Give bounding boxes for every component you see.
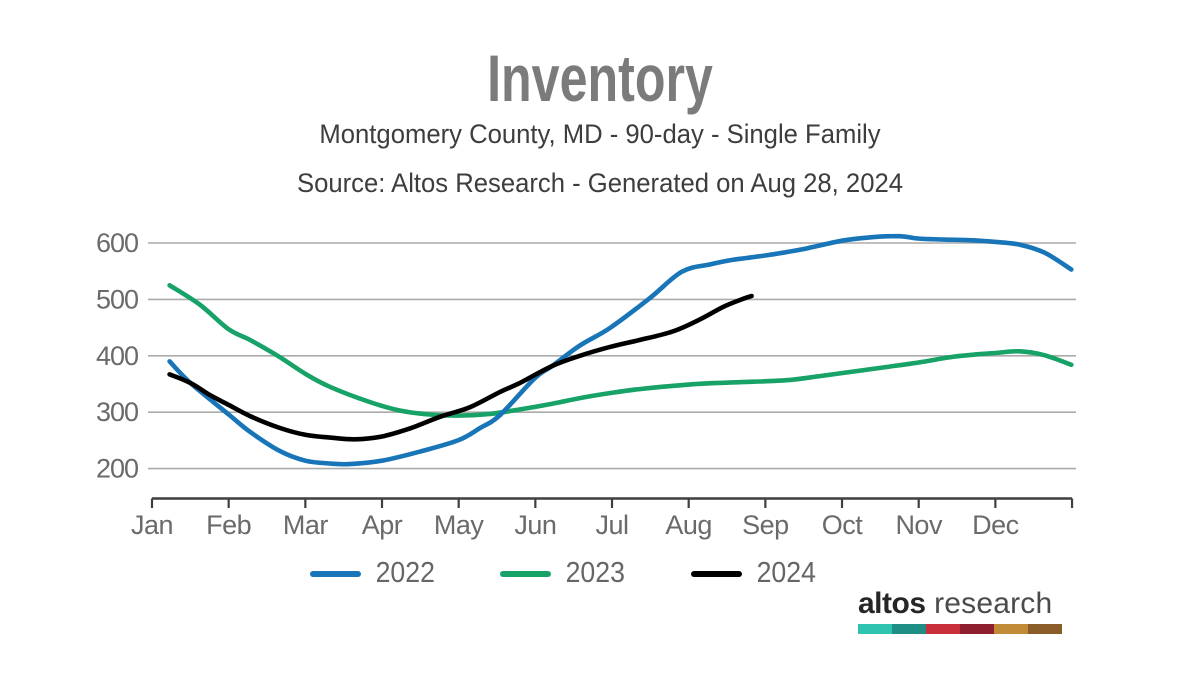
- legend-item-2023: 2023: [500, 557, 628, 590]
- logo-bar-segment-1: [858, 624, 892, 634]
- y-axis-label-400: 400: [96, 341, 138, 371]
- y-axis-label-600: 600: [96, 228, 138, 258]
- y-axis-label-500: 500: [96, 284, 138, 314]
- altos-research-logo: altos research: [858, 589, 1062, 634]
- logo-wordmark: altos research: [858, 589, 1062, 619]
- legend-swatch-2023: [500, 570, 552, 577]
- x-axis-label-oct: Oct: [822, 510, 864, 540]
- chart-subtitle: Montgomery County, MD - 90-day - Single …: [319, 119, 881, 149]
- chart-source-note: Source: Altos Research - Generated on Au…: [296, 168, 904, 198]
- x-axis-label-may: May: [434, 510, 485, 540]
- legend-swatch-2022: [309, 570, 361, 577]
- x-axis-label-mar: Mar: [283, 510, 329, 540]
- x-axis-label-jun: Jun: [514, 510, 556, 540]
- legend-swatch-2024: [690, 570, 742, 577]
- legend-item-2022: 2022: [309, 557, 438, 590]
- x-axis-label-apr: Apr: [362, 510, 403, 540]
- logo-bar-segment-5: [994, 624, 1028, 634]
- x-axis-label-sep: Sep: [742, 510, 789, 540]
- logo-color-bar: [858, 624, 1062, 634]
- y-axis-label-300: 300: [96, 397, 138, 427]
- series-line-2022: [167, 233, 1074, 467]
- x-axis-label-nov: Nov: [895, 510, 943, 540]
- x-axis-label-aug: Aug: [665, 510, 712, 540]
- logo-word-research: research: [934, 587, 1053, 620]
- page-title: Inventory: [487, 41, 713, 115]
- legend-label-2024: 2024: [756, 557, 816, 589]
- legend-item-2024: 2024: [690, 557, 819, 590]
- legend-label-2022: 2022: [375, 557, 435, 589]
- logo-bar-segment-4: [960, 624, 994, 634]
- logo-bar-segment-2: [892, 624, 926, 634]
- y-axis-label-200: 200: [96, 454, 138, 484]
- x-axis-label-dec: Dec: [972, 510, 1019, 540]
- logo-word-altos: altos: [858, 587, 926, 620]
- legend-label-2023: 2023: [565, 557, 626, 589]
- logo-bar-segment-3: [926, 624, 960, 634]
- series-line-2023: [167, 283, 1074, 418]
- series-line-2024: [167, 293, 754, 442]
- logo-bar-segment-6: [1028, 624, 1062, 634]
- x-axis-label-jul: Jul: [596, 510, 629, 540]
- x-axis-label-feb: Feb: [206, 510, 251, 540]
- chart-legend: 2022 2023 2024: [0, 557, 1164, 590]
- x-axis-label-jan: Jan: [131, 510, 173, 540]
